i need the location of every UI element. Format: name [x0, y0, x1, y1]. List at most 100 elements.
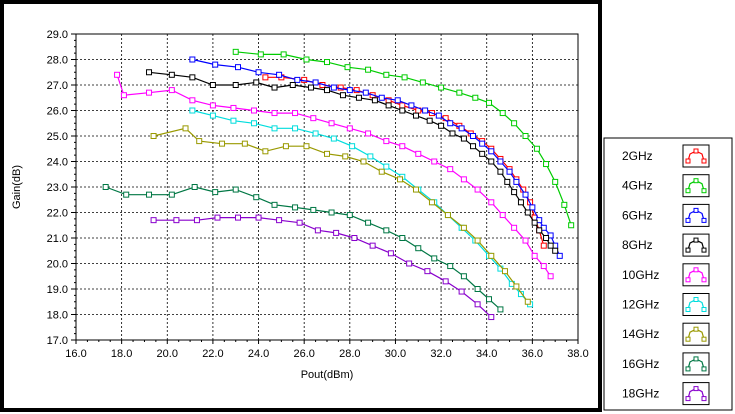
legend-entry-12ghz: 12GHz [622, 293, 710, 316]
legend-marker-14ghz [701, 336, 707, 342]
data-point-2ghz [353, 87, 360, 94]
x-tick-label: 36.0 [522, 348, 543, 360]
data-point-8ghz [470, 143, 477, 150]
data-point-10ghz [531, 252, 538, 259]
y-tick-label: 17.0 [47, 335, 68, 347]
legend-marker-8ghz [701, 247, 707, 253]
legend-swatch-10ghz [682, 263, 710, 287]
legend-entry-8ghz: 8GHz [622, 233, 710, 257]
x-tick-label: 38.0 [567, 348, 588, 360]
legend-marker-4ghz [685, 188, 691, 194]
legend-marker-18ghz [685, 396, 691, 402]
data-point-10ghz [460, 176, 467, 183]
data-point-10ghz [310, 115, 317, 122]
data-point-4ghz [456, 89, 463, 96]
data-point-6ghz [470, 133, 477, 139]
data-point-14ghz [378, 168, 385, 175]
data-point-10ghz [168, 87, 175, 94]
legend-marker-8ghz [693, 237, 699, 243]
legend-swatch-4ghz [682, 174, 710, 198]
legend-marker-16ghz [693, 356, 699, 362]
y-tick-label: 23.0 [47, 182, 68, 194]
data-point-2ghz [540, 242, 547, 249]
data-point-14ghz [524, 298, 531, 305]
legend-swatch-2ghz [682, 144, 710, 168]
data-point-6ghz [276, 71, 283, 78]
y-tick-label: 28.0 [47, 55, 68, 67]
data-point-18ghz [276, 217, 283, 224]
data-point-18ghz [150, 217, 157, 224]
data-point-4ghz [344, 64, 351, 71]
data-point-6ghz [479, 140, 486, 147]
legend-label-12ghz: 12GHz [622, 298, 659, 312]
data-point-10ghz [271, 110, 278, 117]
legend-entry-16ghz: 16GHz [622, 352, 710, 376]
series-18ghz [150, 214, 495, 321]
data-point-14ghz [262, 148, 269, 155]
data-point-8ghz [479, 150, 486, 157]
data-point-16ghz [431, 255, 438, 262]
legend-swatch-12ghz [682, 293, 710, 316]
data-point-14ghz [428, 199, 435, 206]
data-point-10ghz [415, 150, 422, 157]
data-point-18ghz [351, 235, 358, 241]
data-point-6ghz [378, 94, 385, 101]
y-tick-label: 24.0 [47, 157, 68, 169]
data-point-8ghz [146, 69, 153, 76]
data-point-14ghz [182, 125, 189, 132]
data-point-6ghz [330, 84, 337, 91]
data-point-6ghz [408, 102, 415, 109]
legend-marker-6ghz [701, 217, 707, 223]
legend-entry-2ghz: 2GHz [622, 144, 710, 168]
data-point-14ghz [282, 143, 289, 150]
data-point-8ghz [517, 199, 524, 206]
legend-marker-8ghz [685, 247, 691, 253]
legend-marker-4ghz [701, 188, 707, 194]
legend-marker-6ghz [693, 207, 699, 213]
data-point-14ghz [196, 138, 203, 145]
data-point-14ghz [412, 186, 419, 193]
data-point-16ghz [310, 206, 317, 213]
x-tick-label: 22.0 [202, 348, 223, 360]
data-point-16ghz [232, 186, 239, 193]
legend-swatch-8ghz [682, 233, 710, 257]
data-point-8ghz [426, 117, 433, 124]
data-point-8ghz [460, 135, 467, 142]
data-point-16ghz [292, 204, 299, 211]
data-point-10ghz [540, 263, 547, 270]
data-point-4ghz [568, 222, 575, 229]
series-16ghz [102, 184, 504, 313]
data-point-14ghz [501, 268, 508, 275]
legend-marker-12ghz [693, 297, 699, 302]
legend-swatch-18ghz [682, 382, 710, 406]
data-point-4ghz [472, 94, 479, 101]
data-point-10ghz [120, 92, 127, 99]
data-point-6ghz [556, 252, 563, 259]
legend-marker-16ghz [685, 366, 691, 372]
legend-marker-18ghz [701, 396, 707, 402]
data-point-12ghz [292, 125, 299, 132]
data-point-14ghz [360, 158, 367, 165]
data-point-16ghz [399, 235, 406, 241]
data-point-6ghz [506, 168, 513, 175]
legend-label-6ghz: 6GHz [622, 208, 653, 222]
legend-marker-16ghz [701, 366, 707, 372]
data-point-12ghz [209, 112, 216, 119]
legend-marker-4ghz [693, 178, 699, 184]
legend-label-16ghz: 16GHz [622, 357, 659, 371]
data-point-6ghz [312, 79, 319, 86]
data-point-8ghz [543, 235, 550, 241]
data-point-16ghz [346, 212, 353, 219]
legend-label-10ghz: 10GHz [622, 268, 659, 282]
legend-marker-14ghz [685, 336, 691, 342]
legend-marker-18ghz [693, 386, 699, 392]
data-point-18ghz [474, 301, 481, 308]
data-point-18ghz [296, 219, 303, 226]
data-point-6ghz [458, 125, 465, 132]
data-point-12ghz [271, 125, 278, 132]
data-point-16ghz [486, 296, 493, 303]
data-point-6ghz [394, 97, 401, 104]
data-point-16ghz [146, 191, 153, 198]
legend-entry-4ghz: 4GHz [622, 174, 710, 198]
legend-box [603, 137, 733, 411]
